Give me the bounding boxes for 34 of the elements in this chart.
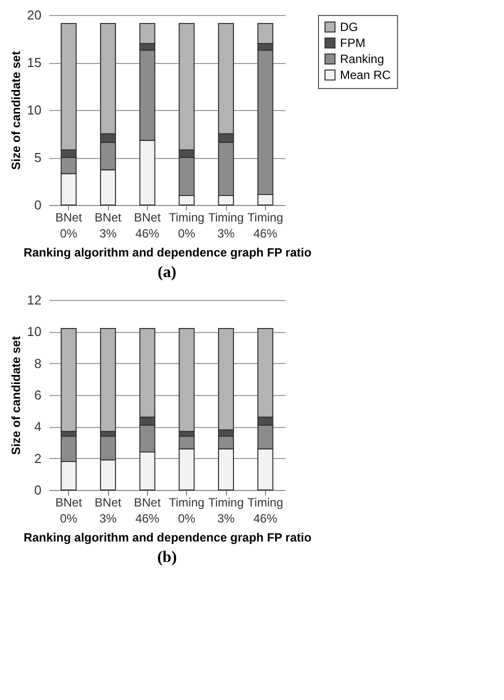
text: (b) [157,549,177,566]
x-tick-label: BNet 46% [134,496,162,526]
y-tick-label: 2 [34,450,42,466]
text: (a) [158,264,176,281]
x-tick-label: BNet 0% [55,496,83,526]
y-tick-label: 20 [27,8,42,22]
y-tick-label: 0 [34,482,42,498]
x-tick-label: BNet 46% [134,210,162,240]
x-tick-label: Timing 46% [248,210,284,240]
x-axis-title: Ranking algorithm and dependence graph FP ratio [24,246,312,260]
y-tick-label: 4 [34,419,42,434]
legend-label: FPM [340,36,366,50]
y-tick-label: 8 [34,356,42,371]
y-tick-label: 6 [34,388,42,402]
legend-label: Ranking [340,52,384,66]
y-tick-label: 5 [34,150,42,165]
y-axis-title: Size of candidate set [9,51,24,170]
x-tick-label: Timing 46% [248,496,284,526]
y-tick-label: 12 [27,292,42,308]
y-tick-label: 10 [27,324,42,340]
x-tick-label: Timing 3% [208,496,244,526]
y-tick-label: 15 [27,55,42,70]
x-tick-label: BNet 0% [55,210,83,240]
x-tick-label: Timing 0% [168,210,204,240]
x-tick-label: BNet 3% [94,496,122,526]
legend-label: DG [340,20,358,34]
legend-label: Mean RC [340,68,392,82]
x-tick-label: Timing 0% [168,496,204,526]
y-tick-label: 10 [27,102,42,118]
x-tick-label: BNet 3% [94,210,122,240]
x-tick-label: Timing 3% [208,210,244,240]
y-tick-label: 0 [34,198,42,212]
y-axis-title: Size of candidate set [9,336,24,455]
x-axis-title: Ranking algorithm and dependence graph FP ratio [24,530,312,544]
